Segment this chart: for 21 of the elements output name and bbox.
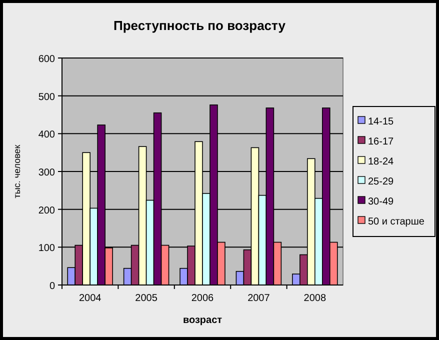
x-tick-label: 2008: [304, 293, 326, 304]
y-tick-label: 300: [38, 168, 56, 178]
y-tick-label: 500: [38, 92, 56, 103]
y-tick-label: 600: [38, 54, 56, 65]
legend-label: 16-17: [368, 136, 394, 148]
legend-label: 18-24: [368, 156, 394, 168]
x-tick-label: 2006: [191, 293, 214, 304]
y-tick-label: 0: [49, 281, 56, 292]
x-tick-label: 2005: [135, 293, 158, 304]
chart-title: Преступность по возрасту: [114, 18, 286, 33]
y-tick-label: 100: [38, 243, 56, 254]
legend-label: 50 и старше: [368, 216, 425, 228]
legend-label: 25-29: [368, 176, 394, 188]
x-axis-title: возраст: [182, 315, 222, 326]
x-tick-label: 2007: [248, 293, 270, 304]
legend-label: 30-49: [368, 196, 394, 208]
y-tick-label: 400: [38, 130, 56, 141]
x-tick-label: 2004: [78, 293, 102, 304]
legend-label: 14-15: [368, 116, 394, 128]
y-axis-title: тыс. человек: [12, 144, 22, 198]
y-tick-label: 200: [38, 205, 56, 216]
